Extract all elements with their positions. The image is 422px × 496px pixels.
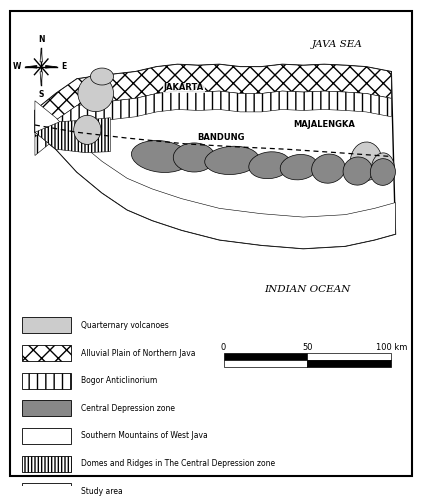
Ellipse shape	[249, 152, 291, 179]
Ellipse shape	[350, 142, 382, 181]
Text: 100 km: 100 km	[376, 343, 407, 352]
Bar	[22, 400, 70, 416]
Bar	[22, 345, 70, 361]
Polygon shape	[35, 64, 395, 248]
Bar	[22, 428, 70, 444]
Polygon shape	[35, 118, 111, 153]
Text: Central Depression zone: Central Depression zone	[81, 404, 175, 413]
Text: JAKARTA: JAKARTA	[164, 83, 204, 92]
Text: MAJALENGKA: MAJALENGKA	[293, 121, 355, 129]
Text: 0: 0	[221, 343, 226, 352]
Ellipse shape	[78, 75, 114, 112]
Bar	[224, 353, 307, 360]
Text: E: E	[61, 62, 66, 71]
Bar	[22, 483, 70, 496]
Ellipse shape	[131, 140, 190, 173]
Polygon shape	[35, 101, 395, 248]
Bar	[224, 360, 307, 368]
Text: Alluvial Plain of Northern Java: Alluvial Plain of Northern Java	[81, 349, 195, 358]
Text: JAVA SEA: JAVA SEA	[311, 40, 362, 49]
Ellipse shape	[205, 146, 259, 175]
Text: W: W	[13, 62, 21, 71]
Polygon shape	[40, 72, 42, 85]
Text: Southern Mountains of West Java: Southern Mountains of West Java	[81, 432, 208, 440]
Bar	[22, 372, 70, 389]
Ellipse shape	[280, 154, 318, 180]
Text: S: S	[38, 90, 44, 99]
Ellipse shape	[173, 143, 215, 172]
Text: Quarternary volcanoes: Quarternary volcanoes	[81, 321, 169, 330]
Bar	[307, 360, 391, 368]
Bar	[22, 455, 70, 472]
Text: Study area: Study area	[81, 487, 123, 496]
Text: Bogor Anticlinorium: Bogor Anticlinorium	[81, 376, 157, 385]
Bar	[22, 317, 70, 333]
Ellipse shape	[90, 68, 114, 85]
Ellipse shape	[343, 157, 372, 185]
Bar	[307, 353, 391, 360]
Text: BANDUNG: BANDUNG	[198, 132, 245, 142]
Text: 50: 50	[302, 343, 313, 352]
Ellipse shape	[311, 154, 345, 183]
Text: N: N	[38, 35, 44, 44]
Ellipse shape	[74, 115, 101, 144]
Text: Domes and Ridges in The Central Depression zone: Domes and Ridges in The Central Depressi…	[81, 459, 275, 468]
Polygon shape	[46, 65, 57, 68]
Polygon shape	[35, 91, 391, 156]
Ellipse shape	[371, 153, 395, 185]
Polygon shape	[35, 64, 391, 137]
Ellipse shape	[371, 159, 395, 186]
Polygon shape	[40, 49, 42, 62]
Polygon shape	[25, 65, 37, 68]
Text: INDIAN OCEAN: INDIAN OCEAN	[264, 285, 351, 294]
